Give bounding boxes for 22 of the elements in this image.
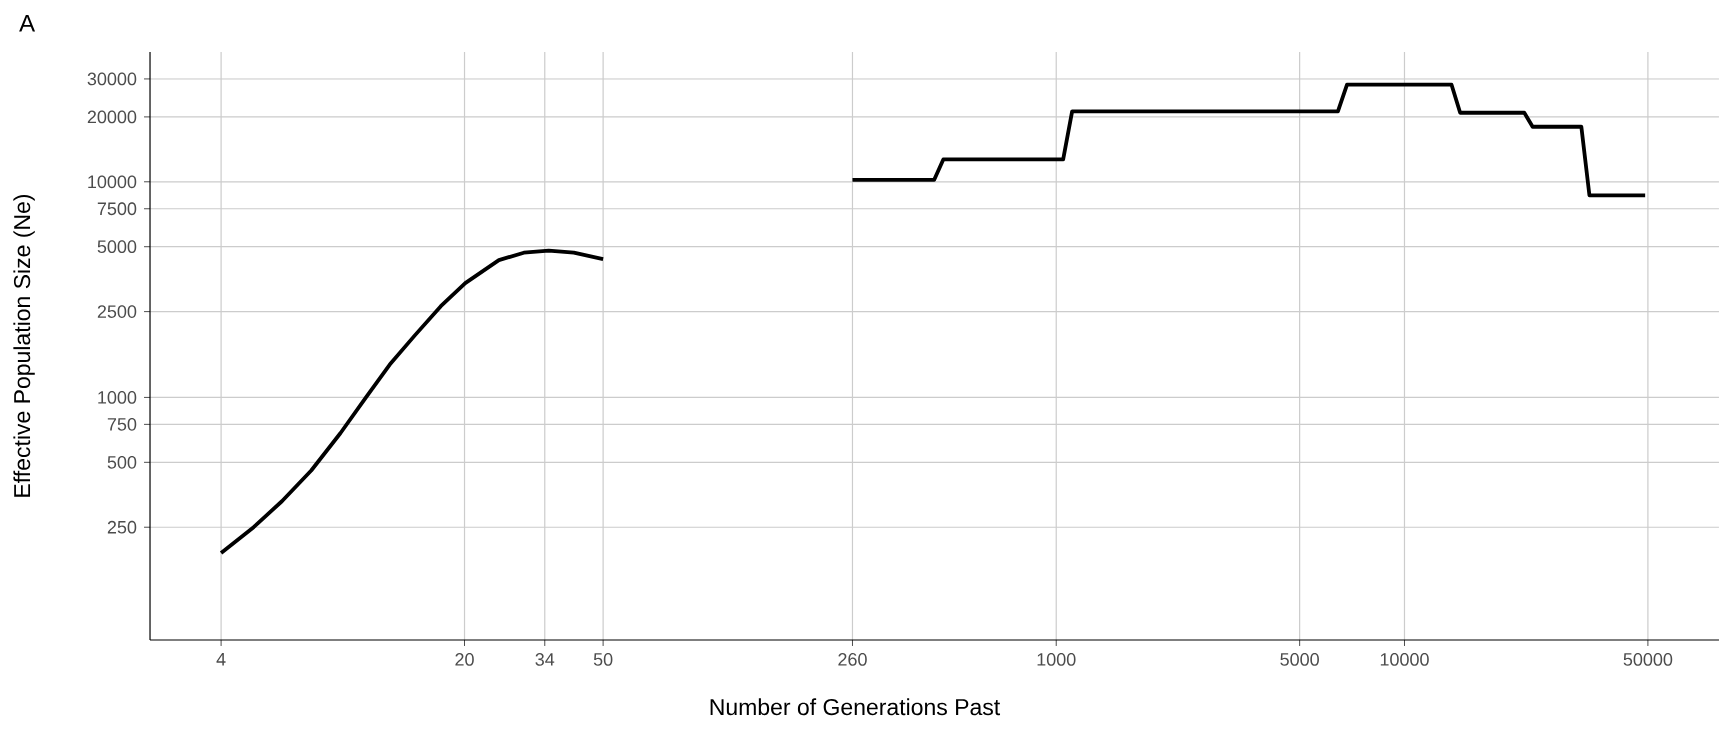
y-tick-label: 250 [107, 520, 137, 534]
y-tick-label: 500 [107, 455, 137, 469]
x-tick-label: 34 [535, 653, 555, 666]
y-tick-label: 1000 [98, 391, 137, 404]
y-tick-label: 10000 [88, 175, 137, 189]
y-axis-title: Effective Population Size (Ne) [13, 194, 35, 497]
x-tick-label: 1000 [1037, 653, 1076, 666]
y-tick-label: 5000 [97, 240, 137, 254]
x-tick-label: 5000 [1280, 653, 1319, 666]
y-tick-label: 7500 [97, 202, 137, 216]
x-tick-label: 20 [455, 653, 474, 666]
y-tick-label: 2500 [97, 305, 137, 318]
x-tick-label: 50000 [1623, 653, 1673, 666]
x-tick-label: 260 [838, 653, 867, 666]
y-tick-label: 30000 [87, 72, 137, 86]
y-tick-label: 750 [107, 417, 137, 431]
x-tick-label: 4 [216, 653, 226, 666]
x-tick-label: 50 [593, 653, 613, 666]
x-tick-label: 10000 [1380, 653, 1429, 666]
y-tick-label: 20000 [87, 110, 137, 124]
text: A [19, 15, 36, 32]
x-axis-title: Number of Generations Past [710, 698, 1001, 716]
